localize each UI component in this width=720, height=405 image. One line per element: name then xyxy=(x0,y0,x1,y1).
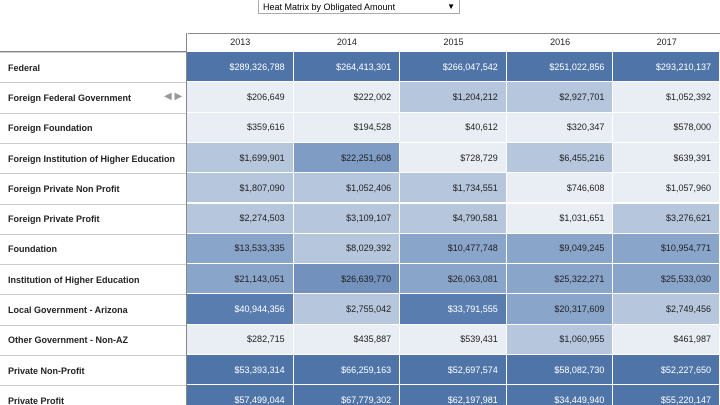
heat-cell: $264,413,301 xyxy=(293,52,401,83)
heat-cell: $639,391 xyxy=(613,142,720,174)
heat-cell: $293,210,137 xyxy=(613,52,720,83)
heat-cell: $282,715 xyxy=(187,324,294,355)
column-header: 2013 xyxy=(230,37,251,47)
row-label: Federal xyxy=(0,52,186,82)
row-label: Local Government - Arizona xyxy=(0,294,186,324)
heat-cell: $539,431 xyxy=(400,324,507,355)
heat-cell: $194,528 xyxy=(293,112,401,143)
heat-cell: $52,697,574 xyxy=(400,355,507,386)
header-rule xyxy=(188,33,720,34)
heat-cell: $67,779,302 xyxy=(293,385,401,405)
heat-cell: $266,047,542 xyxy=(400,52,507,83)
dropdown-arrow: ▼ xyxy=(447,2,455,11)
heat-cell: $3,109,107 xyxy=(293,203,401,234)
heat-cell: $222,002 xyxy=(293,82,401,113)
heat-cell: $206,649 xyxy=(187,82,294,113)
heat-cell: $21,143,051 xyxy=(187,264,294,295)
heat-cell: $2,755,042 xyxy=(293,294,401,325)
heat-cell: $2,927,701 xyxy=(506,82,614,113)
row-label: Foreign Federal Government xyxy=(0,82,186,112)
heat-cell: $25,533,030 xyxy=(613,264,720,295)
heat-cell: $320,347 xyxy=(506,112,614,143)
heat-cell: $34,449,940 xyxy=(506,385,614,405)
heat-cell: $1,052,392 xyxy=(613,82,720,113)
heat-cell: $55,220,147 xyxy=(613,385,720,405)
heat-cell: $66,259,163 xyxy=(293,355,401,386)
heat-cell: $1,204,212 xyxy=(400,82,507,113)
heat-cell: $40,612 xyxy=(400,112,507,143)
heat-cell: $289,326,788 xyxy=(187,52,294,83)
heat-cell: $1,052,406 xyxy=(293,173,401,204)
heat-cell: $53,393,314 xyxy=(187,355,294,386)
heat-cell: $9,049,245 xyxy=(506,233,614,265)
heat-cell: $22,251,608 xyxy=(293,142,401,174)
row-label: Foreign Private Profit xyxy=(0,203,186,234)
heat-cell: $10,954,771 xyxy=(613,233,720,265)
row-label: Private Profit xyxy=(0,385,186,405)
row-label: Private Non-Profit xyxy=(0,355,186,385)
heat-cell: $58,082,730 xyxy=(506,355,614,386)
heat-cell: $728,729 xyxy=(400,142,507,174)
heat-cell: $4,790,581 xyxy=(400,203,507,234)
heat-cell: $435,887 xyxy=(293,324,401,355)
row-label: Other Government - Non-AZ xyxy=(0,324,186,355)
row-label: Institution of Higher Education xyxy=(0,264,186,294)
heat-cell: $2,749,456 xyxy=(613,294,720,325)
heat-cell: $33,791,555 xyxy=(400,294,507,325)
column-header: 2016 xyxy=(550,37,571,47)
dropdown-label: Heat Matrix by Obligated Amount xyxy=(263,2,396,12)
row-label: Foreign Private Non Profit xyxy=(0,173,186,203)
heat-cell: $8,029,392 xyxy=(293,233,401,265)
row-label: Foundation xyxy=(0,233,186,264)
heat-cell: $57,499,044 xyxy=(187,385,294,405)
row-label: Foreign Institution of Higher Education xyxy=(0,142,186,173)
heat-cell: $62,197,981 xyxy=(400,385,507,405)
heat-cell: $461,987 xyxy=(613,324,720,355)
row-label: Foreign Foundation xyxy=(0,112,186,143)
column-header: 2015 xyxy=(443,37,464,47)
heat-cell: $52,227,650 xyxy=(613,355,720,386)
column-rule xyxy=(186,33,187,405)
heat-cell: $13,533,335 xyxy=(187,233,294,265)
heat-cell: $1,807,090 xyxy=(187,173,294,204)
heat-cell: $26,063,081 xyxy=(400,264,507,295)
sort-arrows[interactable]: ◀ ▶ xyxy=(164,91,183,102)
heat-cell: $10,477,748 xyxy=(400,233,507,265)
heat-cell: $40,944,356 xyxy=(187,294,294,325)
heat-cell: $26,639,770 xyxy=(293,264,401,295)
dropdown[interactable]: Heat Matrix by Obligated Amount ▼ xyxy=(258,0,460,14)
label-rule xyxy=(0,51,186,52)
heat-cell: $578,000 xyxy=(613,112,720,143)
heat-cell: $359,616 xyxy=(187,112,294,143)
heat-cell: $1,060,955 xyxy=(506,324,614,355)
heat-cell: $1,031,651 xyxy=(506,203,614,234)
heat-cell: $1,734,551 xyxy=(400,173,507,204)
heat-cell: $2,274,503 xyxy=(187,203,294,234)
heat-cell: $6,455,216 xyxy=(506,142,614,174)
heat-cell: $746,608 xyxy=(506,173,614,204)
heat-cell: $1,057,960 xyxy=(613,173,720,204)
heat-cell: $3,276,621 xyxy=(613,203,720,234)
heat-cell: $1,699,901 xyxy=(187,142,294,174)
heat-cell: $25,322,271 xyxy=(506,264,614,295)
heat-cell: $251,022,856 xyxy=(506,52,614,83)
heat-cell: $20,317,609 xyxy=(506,294,614,325)
column-header: 2017 xyxy=(656,37,677,47)
column-header: 2014 xyxy=(336,37,357,47)
